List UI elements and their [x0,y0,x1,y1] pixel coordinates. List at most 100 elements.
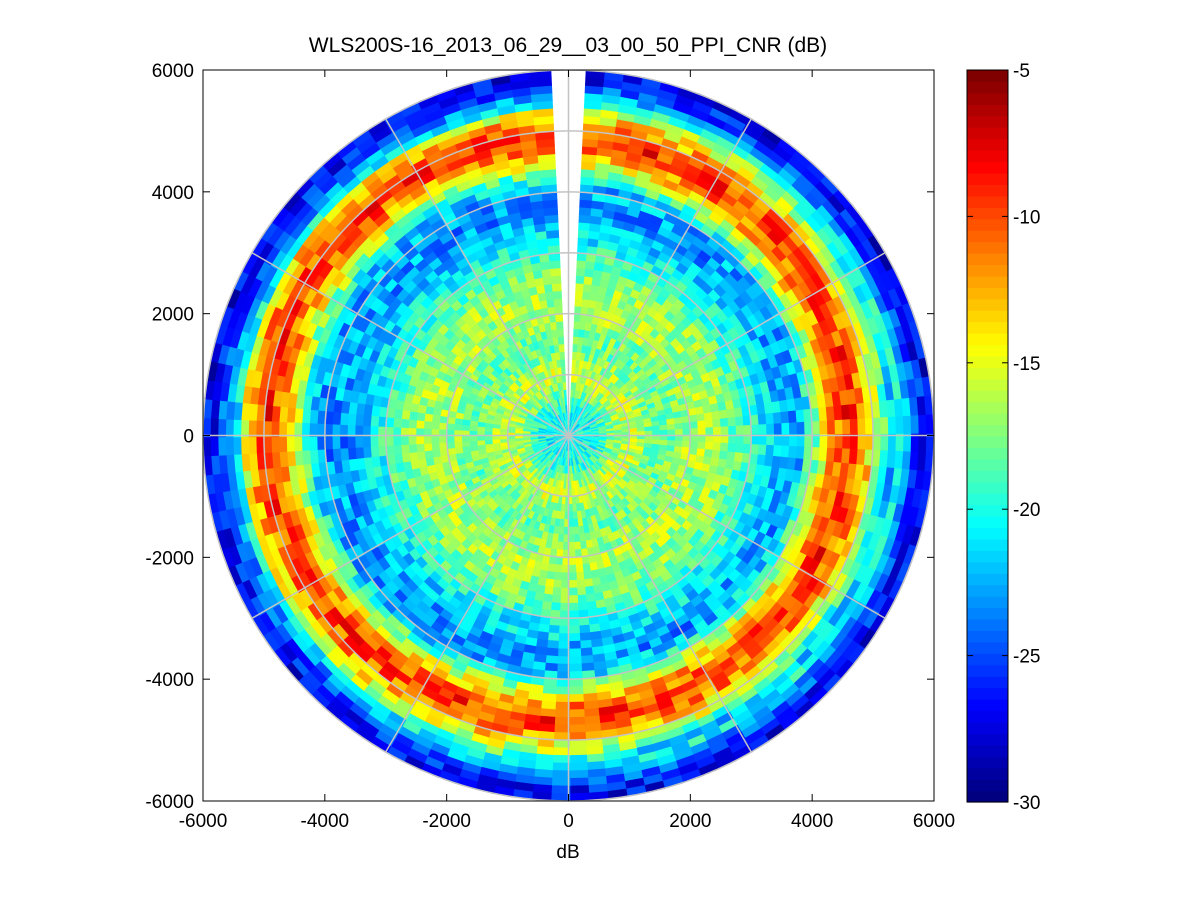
ppi-cell [578,206,594,217]
ppi-cell [816,460,827,478]
ppi-cell [582,425,591,431]
ppi-cell [636,381,646,391]
ppi-cell [655,96,679,111]
ppi-cell [754,464,765,478]
ppi-cell [608,337,618,348]
ppi-cell [600,109,622,120]
ppi-cell [687,407,698,418]
ppi-cell [610,413,619,420]
ppi-cell [754,393,765,407]
ppi-cell [584,450,592,458]
ppi-cell [590,397,598,407]
ppi-cell [630,403,641,412]
ppi-cell [838,273,855,296]
ppi-cell [596,421,606,427]
ppi-cell [570,412,574,421]
ppi-cell [590,441,599,446]
ppi-cell [843,342,857,363]
ppi-cell [625,393,636,402]
ppi-cell [602,351,611,362]
ppi-cell [842,434,851,452]
ppi-cell [894,284,911,309]
ppi-cell [763,402,774,416]
ppi-cell [571,404,576,414]
ppi-cell [615,407,625,415]
ppi-cell [852,285,869,307]
ppi-cell [876,348,890,371]
ppi-cell [597,423,606,428]
ppi-cell [747,394,758,408]
ppi-cell [629,385,640,395]
ppi-cell [706,114,730,132]
ppi-cell [630,129,652,142]
ppi-cell [597,443,606,448]
ppi-cell [659,439,668,447]
ppi-cell [758,424,768,437]
ppi-cell [592,399,600,408]
ppi-cell [773,434,783,448]
ppi-cell [597,457,607,465]
ppi-cell [704,419,714,430]
ppi-cell [743,424,752,437]
ppi-cell [632,473,642,482]
ppi-cell [854,242,874,266]
ppi-cell [627,447,637,454]
ppi-cell [597,139,617,150]
ppi-cell [748,453,759,467]
ppi-cell [652,430,661,436]
ppi-cell [594,169,612,181]
ppi-cell [584,385,591,394]
ppi-cell [572,412,576,422]
ppi-cell [649,472,660,482]
ppi-cell [589,387,596,397]
ppi-cell [580,176,597,186]
ppi-cell [742,415,752,428]
ppi-cell [588,222,604,233]
ppi-cell [667,434,676,442]
ppi-cell [575,438,584,443]
ppi-cell [873,313,889,336]
ppi-cell [608,373,618,383]
ppi-cell [839,292,855,314]
ppi-cell [659,429,669,437]
ppi-cell [756,403,767,417]
ppi-cell [603,462,613,470]
ppi-cell [591,437,600,441]
ppi-cell [823,518,838,539]
ppi-cell [593,412,602,420]
ppi-cell [870,592,889,617]
ppi-cell [592,411,600,418]
ppi-cell [622,375,632,385]
ppi-cell [717,401,728,413]
ppi-cell [857,418,867,438]
ppi-cell [765,444,775,459]
ppi-cell [724,399,735,412]
ppi-cell [611,447,621,453]
ppi-cell [840,492,853,513]
ppi-cell [574,397,579,407]
ppi-cell [902,433,912,456]
ppi-cell [877,596,896,621]
ppi-cell [807,354,820,372]
ppi-cell [632,184,650,197]
ppi-cell [599,358,608,368]
ppi-cell [811,322,826,342]
ppi-cell [625,151,646,164]
ppi-cell [665,123,688,138]
ppi-cell [593,390,601,399]
ppi-cell [599,116,621,128]
ppi-cell [605,344,615,355]
ppi-cell [591,200,607,211]
ppi-cell [593,261,606,272]
ppi-cell [588,444,597,450]
ppi-cell [597,441,607,446]
ppi-cell [591,355,600,365]
ppi-cell [769,389,780,405]
ppi-cell [616,369,626,380]
ppi-cell [622,403,632,412]
ppi-cell [726,451,736,463]
ppi-cell [908,320,923,345]
ppi-cell [729,108,754,127]
ppi-cell [625,410,635,417]
ppi-cell [651,110,674,125]
